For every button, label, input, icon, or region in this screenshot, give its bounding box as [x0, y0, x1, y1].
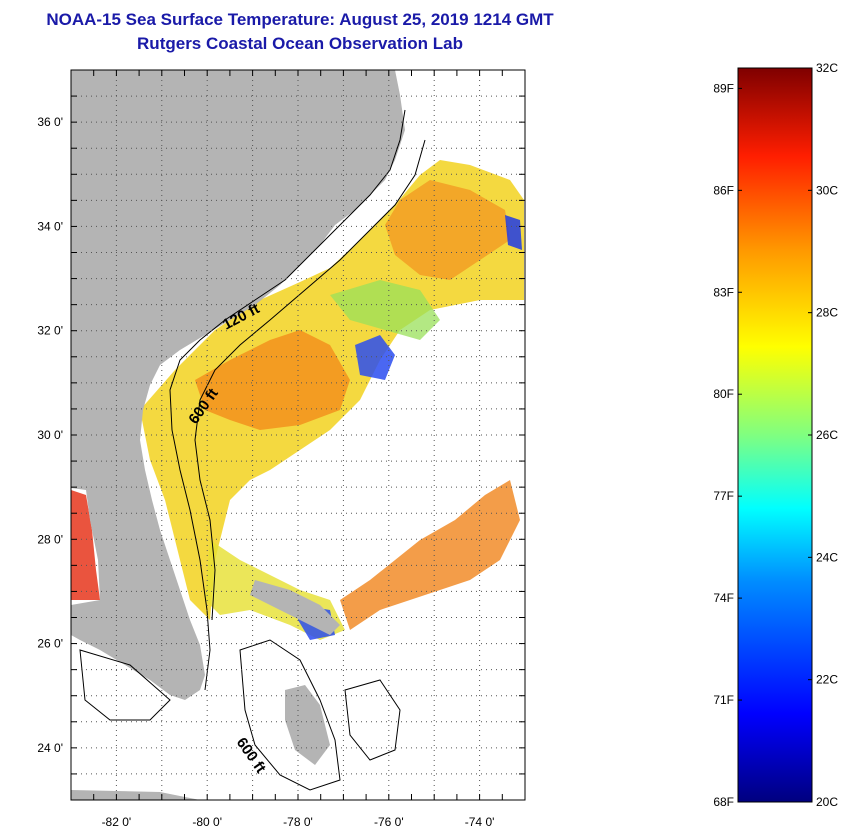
colorbar-label-c: 32C — [816, 61, 838, 75]
colorbar-label-f: 89F — [713, 81, 734, 95]
colorbar-label-c: 22C — [816, 673, 838, 687]
sst-green-mid — [330, 280, 440, 340]
colorbar-label-c: 30C — [816, 183, 838, 197]
colorbar-label-f: 83F — [713, 285, 734, 299]
sst-warm-gulf — [71, 490, 100, 600]
bathymetry-contours — [79, 109, 426, 791]
contour-120ft — [169, 109, 406, 691]
colorbar-label-c: 28C — [816, 306, 838, 320]
colorbar-gradient — [737, 67, 813, 803]
sst-cool-patch-1 — [355, 335, 395, 380]
colorbar-label-c: 26C — [816, 428, 838, 442]
lat-tick-label: 28 0' — [37, 532, 63, 546]
axis-ticks: 36 0' 34 0' 32 0' 30 0' 28 0' 26 0' 24 0' -82 0… — [37, 69, 526, 829]
colorbar-label-f: 74F — [713, 591, 734, 605]
land-south — [71, 790, 200, 800]
lat-tick-label: 24 0' — [37, 741, 63, 755]
contour-600ft — [194, 139, 426, 621]
contour-bahamas-1 — [239, 639, 341, 791]
colorbar-label-f: 68F — [713, 795, 734, 809]
sst-orange-north — [385, 180, 510, 280]
title-line-2: Rutgers Coastal Ocean Observation Lab — [137, 34, 463, 53]
land-mainland — [71, 70, 405, 700]
lat-tick-label: 34 0' — [37, 219, 63, 233]
lon-tick-label: -74 0' — [465, 815, 495, 829]
colorbar-label-f: 71F — [713, 693, 734, 707]
colorbar-label-f: 77F — [713, 489, 734, 503]
sst-orange-central — [195, 330, 350, 430]
title-line-1: NOAA-15 Sea Surface Temperature: August … — [46, 10, 554, 29]
map-panel: 120 ft 600 ft 600 ft — [71, 70, 525, 800]
lon-tick-label: -76 0' — [374, 815, 404, 829]
colorbar-label-f: 80F — [713, 387, 734, 401]
graticule — [71, 70, 525, 800]
colorbar: 32C 30C 28C 26C 24C 22C 20C 89F 86F 83F 80F 77F 74F 7… — [713, 61, 838, 809]
lat-tick-label: 36 0' — [37, 115, 63, 129]
contour-bahamas-2 — [344, 679, 401, 761]
lat-tick-label: 26 0' — [37, 637, 63, 651]
lon-tick-label: -78 0' — [283, 815, 313, 829]
colorbar-labels: 32C 30C 28C 26C 24C 22C 20C 89F 86F 83F 80F 77F 74F 7… — [713, 61, 838, 809]
lat-tick-label: 30 0' — [37, 428, 63, 442]
lat-tick-label: 32 0' — [37, 324, 63, 338]
colorbar-label-c: 24C — [816, 550, 838, 564]
colorbar-label-c: 20C — [816, 795, 838, 809]
contour-cuba-bank — [79, 649, 171, 721]
lon-tick-label: -82 0' — [102, 815, 132, 829]
land-bahamas-north — [250, 580, 340, 635]
colorbar-label-f: 86F — [713, 183, 734, 197]
lon-tick-label: -80 0' — [192, 815, 222, 829]
land-bahamas-andros — [285, 685, 330, 765]
sst-cool-patch-2 — [505, 215, 522, 250]
sst-orange-east — [340, 480, 520, 630]
